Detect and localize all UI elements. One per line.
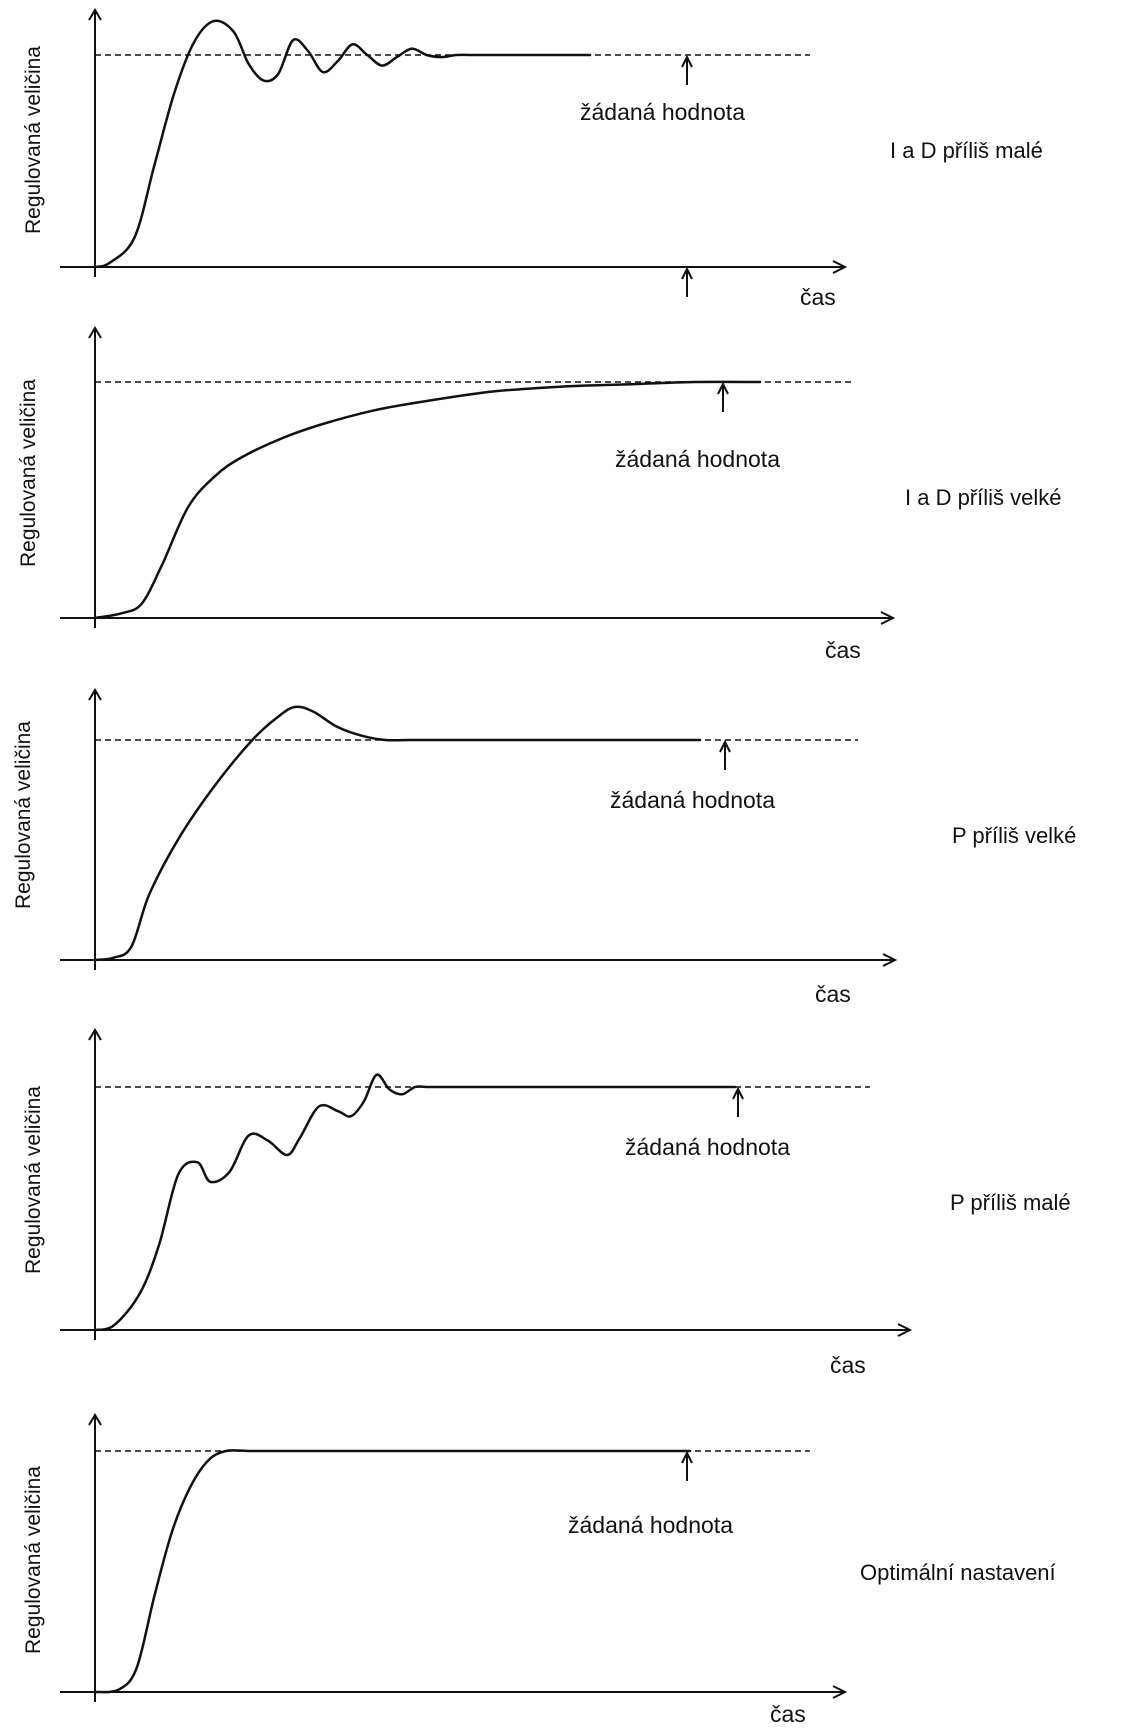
x-axis-arrow <box>832 260 848 274</box>
chart-panel-2: Regulovaná veličina čas žádaná hodnota I a … <box>17 326 1062 663</box>
x-axis-arrow <box>832 1685 848 1699</box>
x-axis-arrow <box>880 611 896 625</box>
x-axis-arrow <box>882 953 898 967</box>
chart-title: Optimální nastavení <box>860 1560 1056 1585</box>
x-axis-label: čas <box>815 981 851 1007</box>
setpoint-marker-head <box>681 1450 693 1464</box>
setpoint-label: žádaná hodnota <box>580 99 745 125</box>
x-axis-label: čas <box>825 637 861 663</box>
y-axis-label: Regulovaná veličina <box>22 1086 45 1274</box>
x-axis-label: čas <box>800 284 836 310</box>
setpoint-marker-head <box>732 1086 744 1100</box>
y-axis-label: Regulovaná veličina <box>17 379 40 567</box>
chart-title: I a D příliš malé <box>890 138 1043 163</box>
y-axis-label: Regulovaná veličina <box>22 1466 45 1654</box>
y-axis-label: Regulovaná veličina <box>12 721 35 909</box>
x-axis-label: čas <box>770 1701 806 1727</box>
response-curve <box>93 380 762 620</box>
y-axis-arrow <box>88 1028 102 1041</box>
setpoint-marker-head <box>717 381 729 395</box>
chart-panel-3: Regulovaná veličina čas žádaná hodnota P př… <box>12 688 1076 1007</box>
chart-title: I a D příliš velké <box>905 485 1062 510</box>
response-curve <box>93 19 592 269</box>
response-curve <box>93 705 702 962</box>
setpoint-label: žádaná hodnota <box>625 1134 790 1160</box>
y-axis-arrow <box>88 326 102 339</box>
setpoint-label: žádaná hodnota <box>615 446 780 472</box>
setpoint-label: žádaná hodnota <box>610 787 775 813</box>
setpoint-marker-head <box>719 739 731 753</box>
setpoint-label: žádaná hodnota <box>568 1512 733 1538</box>
y-axis-arrow <box>88 1413 102 1426</box>
response-curve <box>93 1449 692 1694</box>
step-marker-head <box>681 266 693 280</box>
y-axis-arrow <box>88 8 102 21</box>
response-curve <box>93 1073 737 1332</box>
y-axis-label: Regulovaná veličina <box>22 46 45 234</box>
chart-panel-5: Regulovaná veličina čas žádaná hodnota Opti… <box>22 1413 1056 1727</box>
x-axis-arrow <box>897 1323 913 1337</box>
chart-panel-1: Regulovaná veličina čas žádaná hodnota I a … <box>22 8 1043 310</box>
chart-title: P příliš velké <box>952 823 1076 848</box>
setpoint-marker-head <box>681 54 693 68</box>
chart-panel-4: Regulovaná veličina čas žádaná hodnota P př… <box>22 1028 1071 1378</box>
chart-title: P příliš malé <box>950 1190 1071 1215</box>
x-axis-label: čas <box>830 1352 866 1378</box>
y-axis-arrow <box>88 688 102 701</box>
